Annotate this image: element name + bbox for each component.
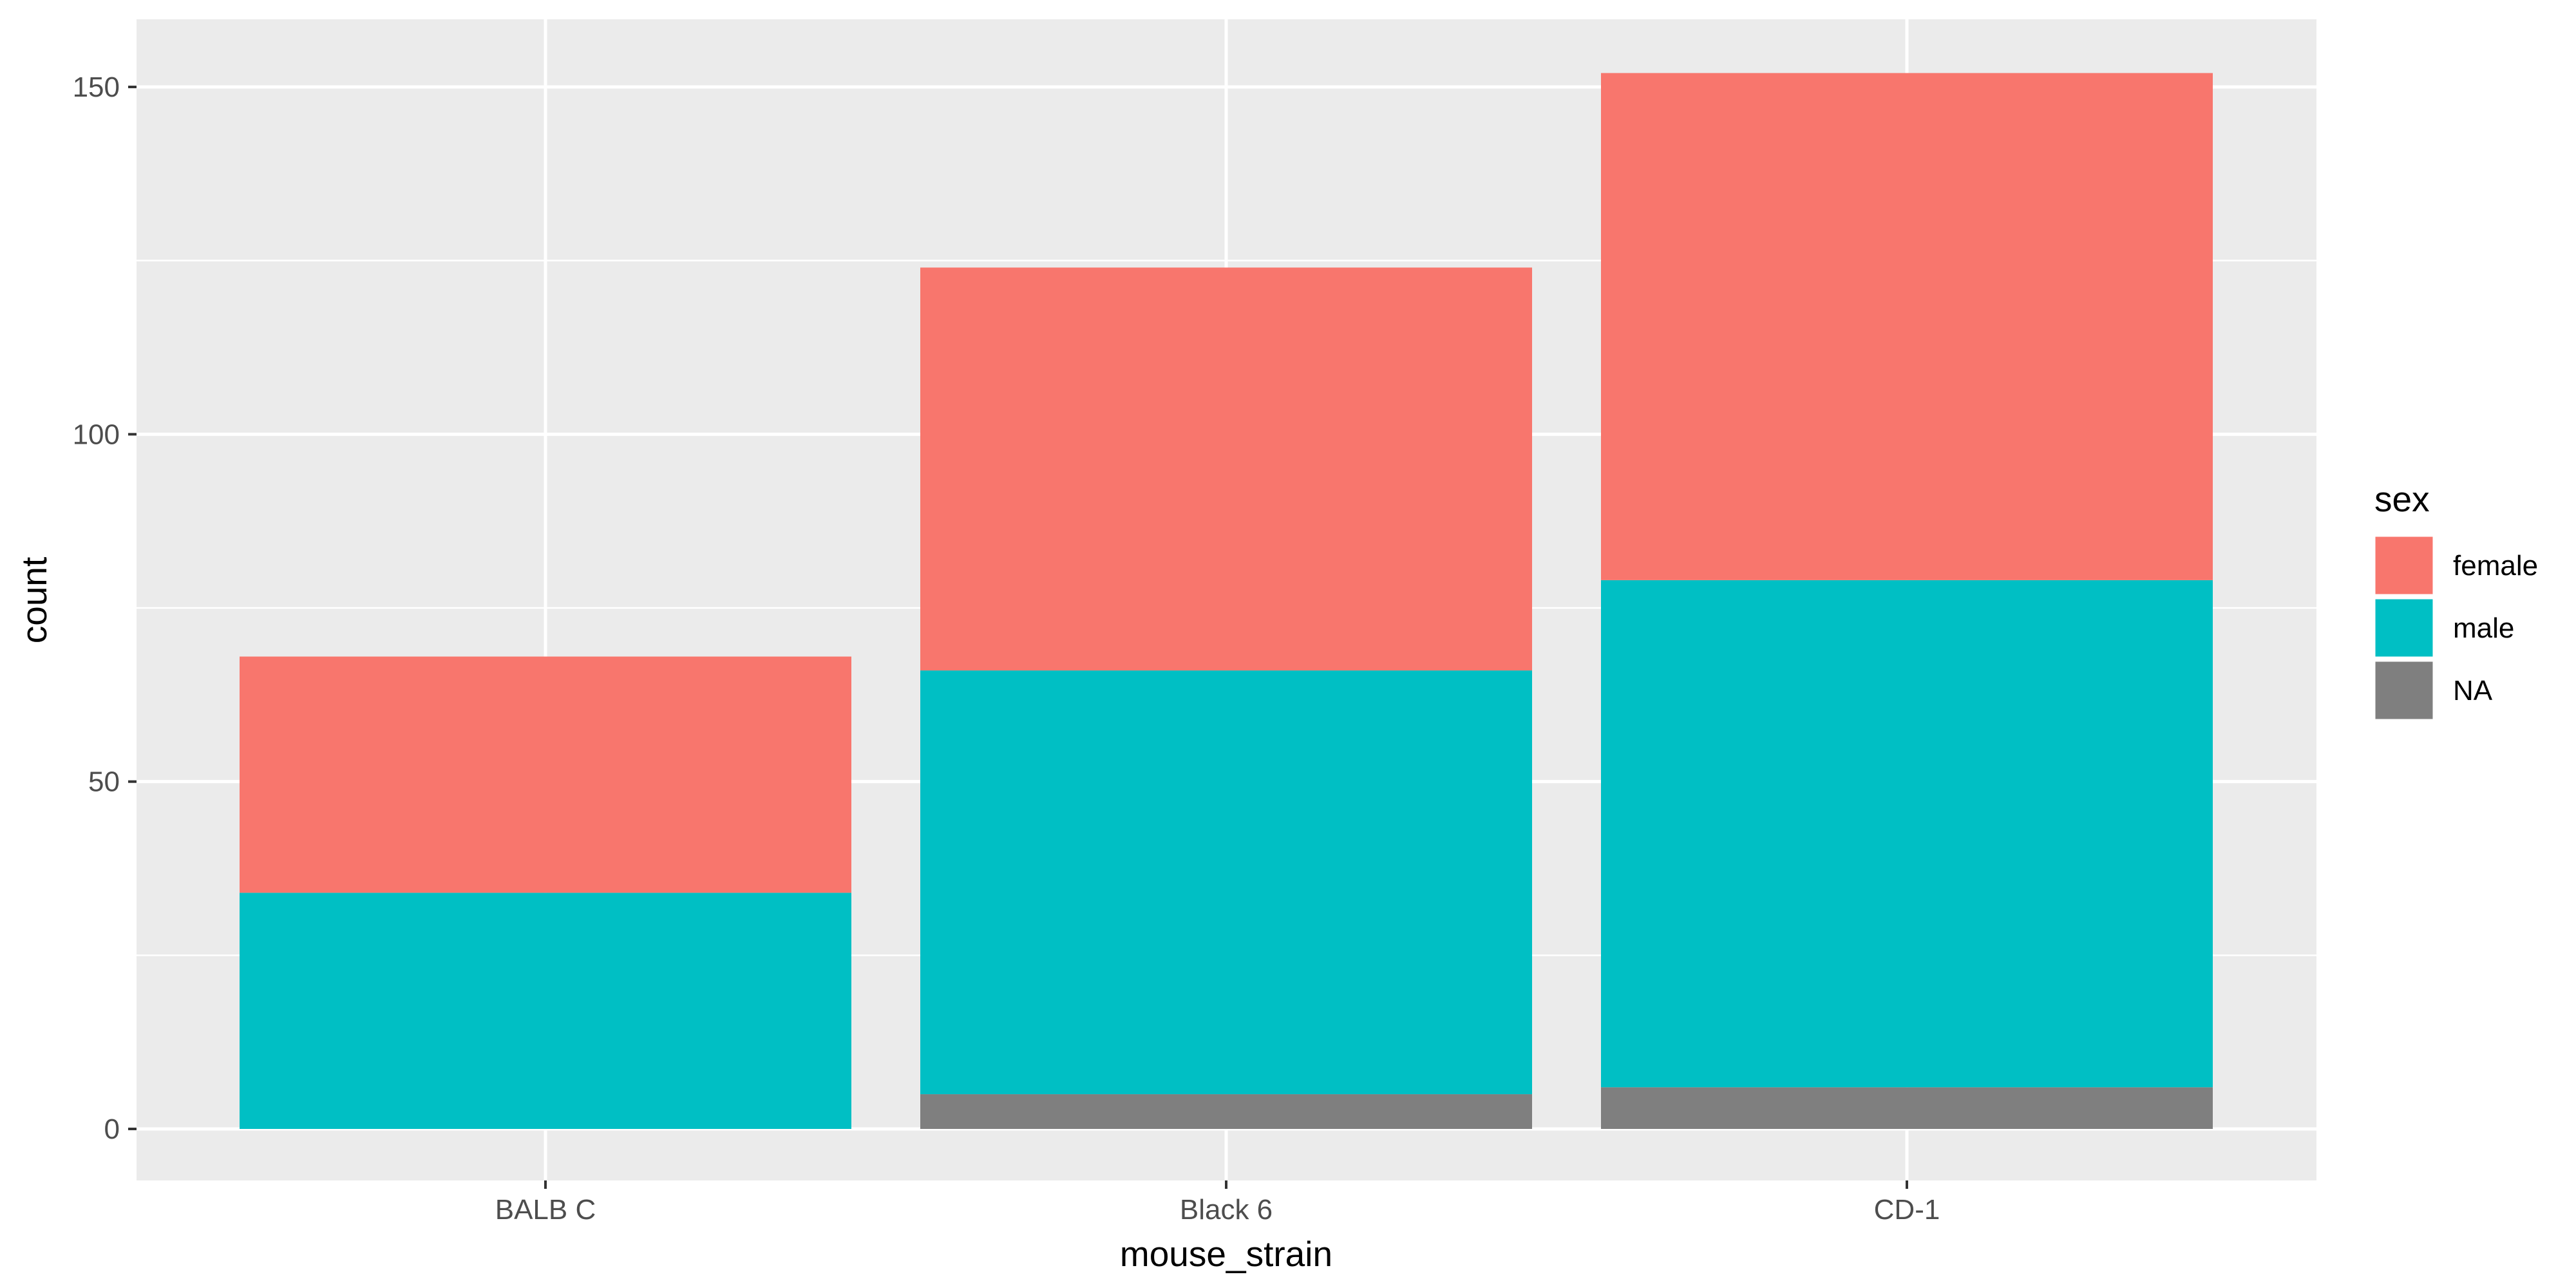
bar-na-2: [920, 1094, 1532, 1129]
legend-label-female: female: [2453, 550, 2538, 582]
y-axis: 0 50 100 150: [73, 71, 137, 1145]
x-tick-label: Black 6: [1180, 1194, 1273, 1226]
bars: [240, 73, 2213, 1129]
y-tick-label: 150: [73, 71, 120, 103]
bar-male-2: [920, 670, 1532, 1095]
bar-female-2: [920, 267, 1532, 671]
legend: sex female male NA: [2373, 479, 2538, 721]
y-tick-label: 0: [104, 1113, 120, 1145]
bar-female-1: [240, 656, 851, 893]
legend-label-male: male: [2453, 612, 2514, 644]
legend-label-na: NA: [2453, 675, 2493, 706]
bar-na-3: [1601, 1087, 2213, 1129]
y-tick-label: 100: [73, 419, 120, 450]
legend-key-male: [2373, 597, 2435, 659]
legend-key-female: [2373, 535, 2435, 596]
bar-male-3: [1601, 580, 2213, 1088]
legend-key-na: [2373, 659, 2435, 721]
bar-female-3: [1601, 73, 2213, 580]
y-axis-title: count: [14, 557, 54, 644]
x-tick-label: BALB C: [495, 1194, 596, 1226]
x-tick-label: CD-1: [1874, 1194, 1940, 1226]
y-tick-label: 50: [88, 766, 120, 798]
x-axis-title: mouse_strain: [1120, 1234, 1332, 1274]
bar-male-1: [240, 893, 851, 1129]
x-axis: BALB C Black 6 CD-1: [495, 1180, 1940, 1226]
legend-title: sex: [2374, 479, 2430, 519]
